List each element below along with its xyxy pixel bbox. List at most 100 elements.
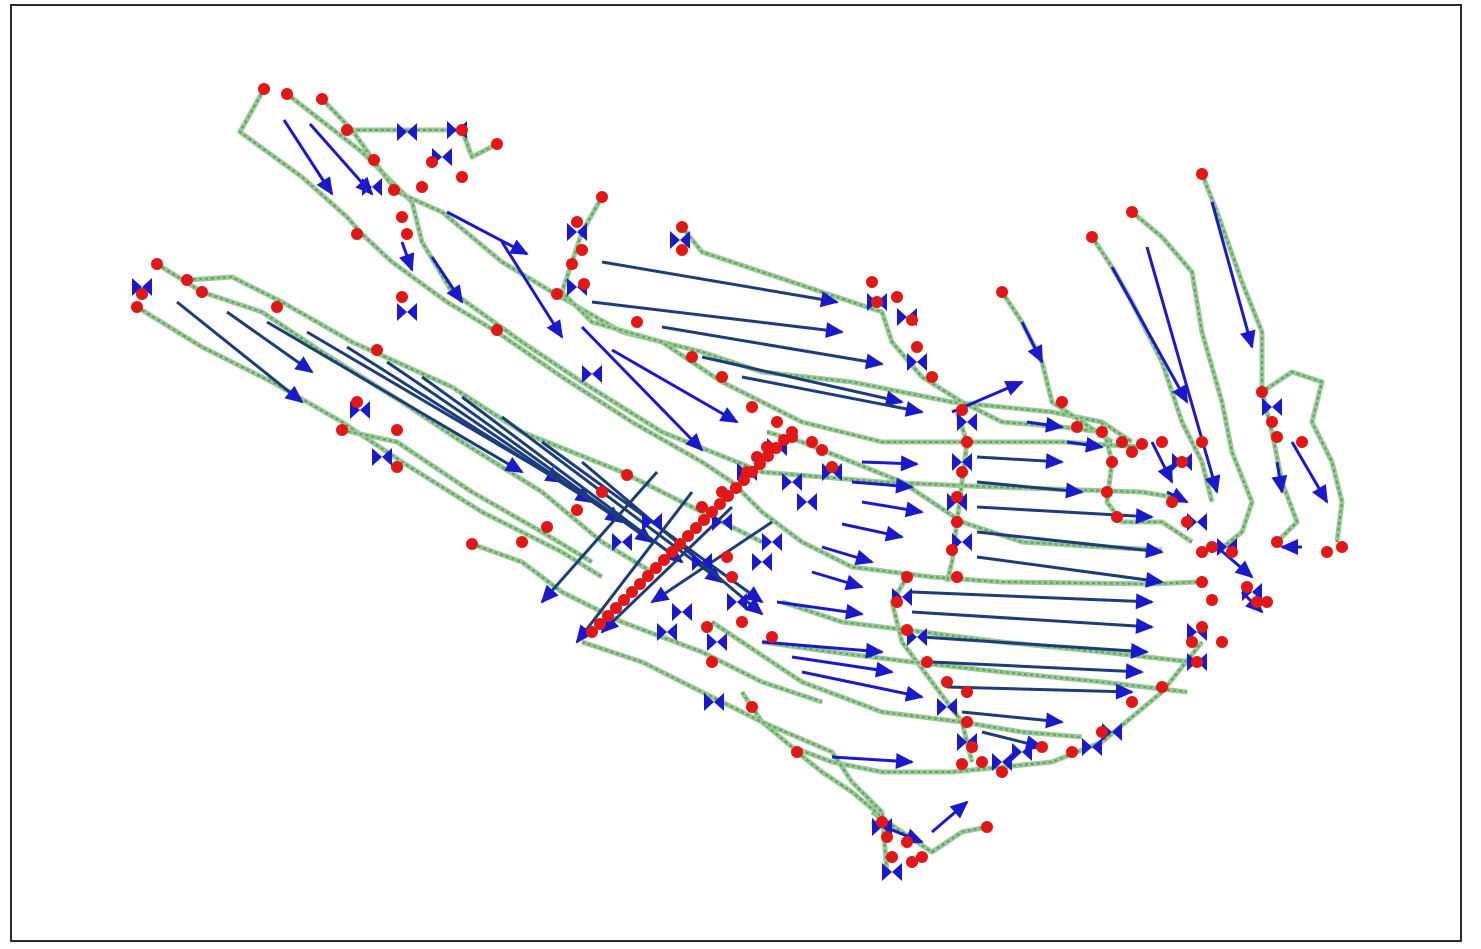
flow-arrow-head <box>362 178 372 196</box>
node <box>541 521 553 533</box>
node <box>626 586 638 598</box>
node <box>698 514 710 526</box>
flow-arrow-head <box>670 231 680 249</box>
node <box>1196 168 1208 180</box>
flow-arrow <box>911 590 1153 604</box>
node <box>341 124 353 136</box>
flow-arrow-head <box>872 818 882 836</box>
flow-arrow-head <box>316 176 334 196</box>
node <box>650 562 662 574</box>
flow-arrow-head <box>807 493 817 511</box>
route-path-halo <box>285 92 1173 500</box>
node <box>901 624 913 636</box>
flow-arrow-head <box>567 278 577 296</box>
node <box>1251 596 1263 608</box>
node <box>976 756 988 768</box>
flow-arrow-head <box>509 239 529 255</box>
node <box>466 538 478 550</box>
node <box>642 570 654 582</box>
node <box>826 461 838 473</box>
flow-arrow-head <box>284 385 304 404</box>
flow-arrow-head <box>1085 436 1104 453</box>
flow-arrow-head <box>897 308 907 326</box>
flow-arrow <box>591 300 843 334</box>
flow-arrow-head <box>1204 474 1221 494</box>
node <box>906 856 918 868</box>
node <box>754 458 766 470</box>
flow-arrow <box>346 345 593 504</box>
route-path <box>681 226 1103 433</box>
node <box>1196 546 1208 558</box>
plot-frame <box>10 4 1462 942</box>
flow-arrow-head <box>1135 593 1154 610</box>
flow-arrow-head <box>1082 738 1092 756</box>
route-path-halo <box>1099 421 1194 545</box>
route-path-halo <box>781 599 1193 665</box>
flow-arrow-head <box>575 624 594 644</box>
flow-arrow-head <box>782 473 792 491</box>
flow-arrow-head <box>1197 513 1207 531</box>
node <box>881 831 893 843</box>
flow-arrow-head <box>707 633 717 651</box>
node <box>351 228 363 240</box>
flow-arrow-head <box>792 473 802 491</box>
route-path <box>581 641 888 873</box>
node <box>578 278 590 290</box>
flow-arrow-head <box>864 353 884 370</box>
flow-arrow-head <box>407 303 417 321</box>
flow-arrow <box>961 710 1063 724</box>
flow-arrow-head <box>967 413 977 431</box>
flow-arrow <box>976 505 1153 519</box>
route-path <box>761 641 1188 693</box>
node <box>1176 456 1188 468</box>
flow-arrow-head <box>825 322 844 339</box>
flow-arrow <box>500 241 564 338</box>
node <box>666 546 678 558</box>
node <box>336 424 348 436</box>
node <box>706 656 718 668</box>
node <box>1056 396 1068 408</box>
flow-arrow-head <box>717 633 727 651</box>
node <box>886 851 898 863</box>
flow-arrow <box>1110 266 1189 403</box>
flow-arrow-head <box>744 586 764 604</box>
flow-arrow-head <box>737 593 747 611</box>
node <box>1116 436 1128 448</box>
node <box>721 551 733 563</box>
flow-arrow-head <box>504 456 524 474</box>
node <box>716 371 728 383</box>
node <box>961 436 973 448</box>
flow-arrow-head <box>642 513 652 531</box>
flow-arrow-head <box>884 390 904 407</box>
flow-arrow-head <box>719 407 739 423</box>
node <box>1206 541 1218 553</box>
flow-arrow-head <box>762 553 772 571</box>
flow-arrow-head <box>727 593 737 611</box>
node <box>951 516 963 528</box>
node <box>456 171 468 183</box>
route-path <box>471 543 823 703</box>
node <box>456 124 468 136</box>
node <box>946 544 958 556</box>
node <box>596 486 608 498</box>
flow-arrow-head <box>397 303 407 321</box>
node <box>551 288 563 300</box>
flow-arrow-head <box>992 753 1002 771</box>
node <box>676 244 688 256</box>
flow-arrow-head <box>1217 538 1227 556</box>
node <box>1226 546 1238 558</box>
node <box>891 596 903 608</box>
node <box>1271 536 1283 548</box>
node <box>391 461 403 473</box>
flow-arrow-head <box>360 401 370 419</box>
node <box>391 424 403 436</box>
flow-arrow-head <box>622 533 632 551</box>
node <box>891 291 903 303</box>
flow-arrow-head <box>372 178 382 196</box>
route-path <box>561 196 1143 448</box>
flow-arrow-head <box>957 493 967 511</box>
flow-arrow-head <box>1115 683 1134 700</box>
flow-arrow-head <box>142 278 152 296</box>
node <box>771 416 783 428</box>
route-path <box>1001 291 1113 443</box>
